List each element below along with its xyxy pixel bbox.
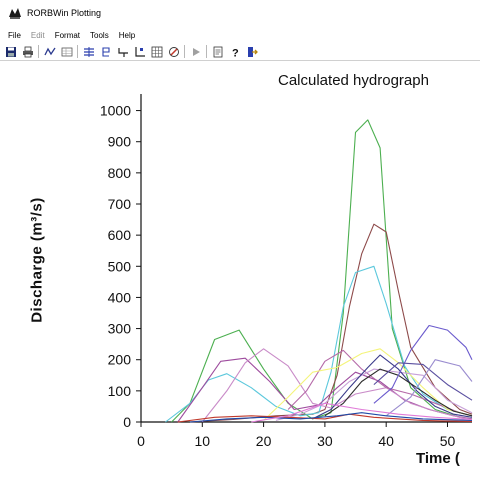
step-icon[interactable] (116, 45, 129, 58)
x-tick-label: 20 (256, 433, 272, 449)
window-title: RORBWin Plotting (27, 8, 102, 18)
menu-edit[interactable]: Edit (30, 30, 45, 40)
menu-file[interactable]: File (8, 30, 21, 40)
x-tick-label: 40 (378, 433, 394, 449)
x-tick-label: 0 (137, 433, 145, 449)
y-tick-label: 0 (123, 414, 131, 430)
series-line-15 (189, 412, 473, 423)
y-tick-label: 700 (108, 196, 132, 212)
y-tick-label: 900 (108, 134, 132, 150)
y-tick-label: 600 (108, 227, 132, 243)
play-icon[interactable] (189, 45, 202, 58)
x-tick-label: 10 (195, 433, 211, 449)
split-icon[interactable] (99, 45, 112, 58)
hydrograph-icon[interactable] (82, 45, 95, 58)
y-tick-label: 400 (108, 289, 132, 305)
x-tick-label: 30 (317, 433, 333, 449)
axis-icon[interactable] (133, 45, 146, 58)
y-tick-label: 500 (108, 258, 132, 274)
rorb-app-icon (8, 6, 22, 20)
y-tick-label: 300 (108, 321, 132, 337)
menu-format[interactable]: Format (54, 30, 81, 40)
exit-icon[interactable] (245, 45, 258, 58)
y-tick-label: 1000 (100, 103, 131, 119)
menu-help[interactable]: Help (118, 30, 136, 40)
curve-icon[interactable] (43, 45, 56, 58)
toolbar-separator (184, 45, 185, 58)
toolbar-separator (206, 45, 207, 58)
series-line-2 (189, 223, 473, 423)
save-icon[interactable] (4, 45, 17, 58)
chart-title: Calculated hydrograph (278, 72, 429, 89)
help-icon[interactable]: ? (228, 45, 241, 58)
toolbar: ? (0, 43, 480, 61)
series-line-12 (373, 362, 473, 401)
x-axis-label: Time ( (416, 450, 460, 467)
menu-bar: File Edit Format Tools Help (0, 28, 480, 42)
toolbar-separator (77, 45, 78, 58)
series-line-9 (312, 354, 473, 420)
series-line-11 (373, 324, 473, 404)
print-icon[interactable] (21, 45, 34, 58)
grid-icon[interactable] (150, 45, 163, 58)
table-icon[interactable] (60, 45, 73, 58)
series-line-13 (385, 359, 473, 417)
series-line-8 (275, 368, 473, 421)
series-line-1 (171, 119, 473, 423)
page-icon[interactable] (211, 45, 224, 58)
toolbar-separator (38, 45, 39, 58)
svg-text:?: ? (232, 47, 239, 58)
options-icon[interactable] (167, 45, 180, 58)
series-line-5 (201, 348, 473, 423)
title-bar: RORBWin Plotting (0, 0, 480, 26)
series-line-16 (251, 402, 473, 423)
y-tick-label: 100 (108, 383, 132, 399)
menu-tools[interactable]: Tools (90, 30, 109, 40)
y-tick-label: 800 (108, 165, 132, 181)
y-tick-label: 200 (108, 352, 132, 368)
y-axis-label: Discharge (m³/s) (28, 197, 46, 323)
x-tick-label: 50 (440, 433, 456, 449)
series-line-7 (263, 348, 473, 421)
